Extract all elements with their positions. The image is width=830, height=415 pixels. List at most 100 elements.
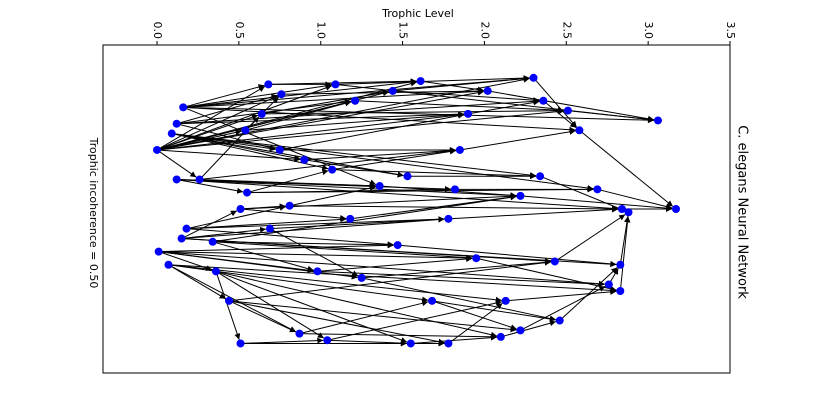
x-tick-label: 0.5 [233, 22, 246, 40]
edge [579, 129, 674, 207]
edge [228, 300, 297, 333]
x-tick-label: 3.5 [724, 22, 737, 40]
x-tick-label: 1.0 [315, 22, 328, 40]
node [179, 103, 188, 112]
edge [261, 89, 389, 115]
x-tick-label: 0.0 [151, 22, 164, 40]
edge [158, 251, 605, 287]
edge [459, 128, 576, 151]
edge [168, 264, 429, 303]
node [388, 86, 397, 95]
node [455, 145, 464, 154]
edge [156, 84, 332, 151]
node [167, 129, 176, 138]
node [328, 165, 337, 174]
edge [467, 99, 540, 115]
edge [171, 133, 404, 178]
edge [156, 149, 197, 178]
chart-title: C. elegans Neural Network [735, 125, 750, 299]
edge [392, 90, 540, 104]
node [357, 273, 366, 282]
edge [543, 100, 577, 129]
edge [246, 169, 329, 194]
node [225, 296, 234, 305]
edge [247, 186, 594, 194]
node [593, 185, 602, 194]
edge [228, 259, 551, 302]
edge [245, 100, 352, 131]
edge [183, 106, 654, 124]
node [671, 205, 680, 213]
edge [186, 204, 286, 230]
node [529, 73, 538, 82]
node [472, 254, 481, 263]
edge [327, 339, 407, 347]
node [331, 80, 340, 89]
nodes [153, 73, 680, 348]
edge [168, 264, 226, 300]
edge [158, 251, 473, 261]
node [555, 316, 564, 325]
node [516, 191, 525, 200]
edge [420, 80, 484, 93]
edge [158, 251, 358, 280]
edge [156, 129, 242, 151]
edge [299, 333, 497, 340]
node [182, 224, 191, 233]
x-tick-label: 2.0 [478, 22, 491, 40]
edge [533, 77, 578, 128]
node [375, 182, 384, 191]
node [195, 175, 204, 184]
edge [289, 205, 618, 212]
edge [215, 270, 408, 343]
edge [176, 123, 277, 151]
node [616, 260, 625, 269]
edge [158, 242, 394, 253]
node [501, 296, 510, 305]
edge [199, 178, 376, 189]
edge [559, 267, 618, 321]
edge [431, 300, 556, 322]
edge [176, 178, 517, 199]
node [444, 339, 453, 348]
plot-frame [102, 44, 731, 374]
node [444, 214, 453, 223]
node [406, 339, 415, 348]
edge [520, 285, 606, 331]
edge [299, 300, 429, 335]
edge [332, 148, 457, 171]
edge [156, 149, 301, 163]
edge [168, 264, 297, 333]
node [172, 175, 181, 184]
edge [304, 147, 456, 161]
edge [176, 178, 618, 212]
edge [327, 300, 502, 341]
edge [500, 320, 557, 338]
node [539, 96, 548, 105]
edge [215, 270, 498, 338]
edge [505, 288, 617, 302]
edge [156, 95, 278, 151]
edge [289, 185, 376, 207]
edge [361, 259, 551, 279]
node [428, 296, 437, 305]
edge [183, 84, 265, 108]
edge [212, 194, 517, 243]
node [496, 332, 505, 341]
node [285, 201, 294, 210]
edge [269, 216, 445, 230]
edge [186, 216, 347, 230]
x-tick-label: 1.5 [397, 22, 410, 40]
edge [183, 82, 332, 108]
edge [183, 79, 417, 108]
edge [181, 216, 445, 240]
edge [476, 257, 617, 292]
x-tick-label: 3.0 [642, 22, 655, 40]
node [243, 188, 252, 197]
node [164, 260, 173, 269]
edge [176, 178, 244, 194]
edge [156, 89, 484, 151]
edge [520, 195, 673, 212]
node [516, 326, 525, 335]
